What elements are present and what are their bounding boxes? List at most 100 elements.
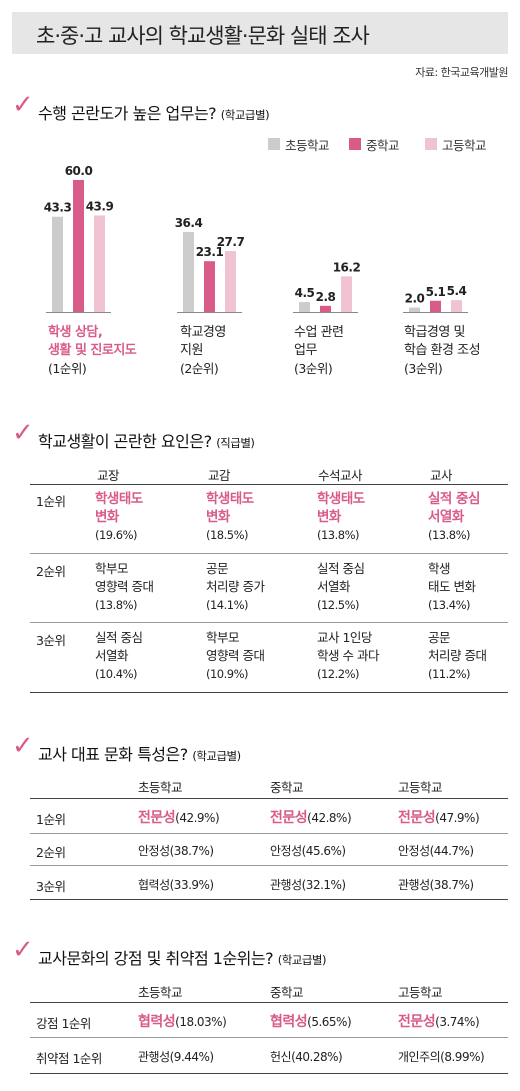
category-3-rank: (3순위) [294, 361, 333, 376]
s2-cell-1-2-l1: 학생태도 [206, 491, 254, 507]
bar-middle-2 [204, 261, 215, 312]
s3-cell-2-3-name: 안정성 [398, 844, 430, 858]
section1-title: 수행 곤란도가 높은 업무는? [38, 104, 217, 123]
s2-cell-2-3: 실적 중심 서열화 (12.5%) [317, 560, 365, 614]
s2-cell-2-1-pct: (13.8%) [95, 598, 138, 612]
s4-cell-2-3-pct: (8.99%) [440, 1050, 485, 1064]
section2-title: 학교생활이 곤란한 요인은? [38, 432, 212, 451]
s4-cell-1-1-pct: (18.03%) [175, 1015, 227, 1029]
s2-cell-3-3-pct: (12.2%) [317, 667, 360, 681]
value-label-elementary-4: 2.0 [405, 292, 425, 306]
s3-rank-1: 1순위 [36, 812, 66, 827]
s2-cell-2-4-pct: (13.4%) [428, 598, 471, 612]
s2-cell-2-1-l2: 영향력 증대 [95, 579, 154, 594]
s3-cell-3-3-name: 관행성 [398, 878, 430, 892]
s2-cell-2-1: 학부모 영향력 증대 (13.8%) [95, 560, 154, 614]
s2-header-vice-principal: 교감 [208, 468, 231, 483]
s2-row-divider [30, 622, 508, 623]
s4-header-middle: 중학교 [270, 985, 304, 1000]
section3-heading: 교사 대표 문화 특성은? (학교급별) [38, 741, 241, 765]
s2-header-divider [30, 484, 508, 485]
s2-bottom-divider [30, 692, 508, 693]
checkmark-icon: ✓ [12, 935, 34, 965]
s3-row-divider [30, 865, 508, 866]
s3-rank-3: 3순위 [36, 879, 66, 894]
s2-cell-1-3: 학생태도 변화 (13.8%) [317, 490, 365, 544]
s3-cell-1-3-name: 전문성 [398, 810, 436, 826]
s2-cell-2-2: 공문 처리량 증가 (14.1%) [206, 560, 265, 614]
s3-cell-3-1-pct: (33.9%) [169, 878, 214, 892]
s2-cell-2-4-l1: 학생 [428, 561, 451, 576]
source-note: 자료: 한국교육개발원 [415, 66, 508, 79]
s4-cell-1-3: 전문성(3.74%) [398, 1011, 480, 1031]
bar-elementary-1 [52, 216, 63, 312]
s2-cell-1-4-l2: 서열화 [428, 509, 464, 525]
s4-cell-1-3-pct: (3.74%) [435, 1015, 480, 1029]
category-label-3: 수업 관련 업무 (3순위) [294, 324, 344, 378]
s3-cell-1-1-name: 전문성 [138, 810, 176, 826]
value-label-high-4: 5.4 [447, 284, 467, 298]
s2-cell-3-2-l2: 영향력 증대 [206, 648, 265, 663]
s4-cell-2-3: 개인주의(8.99%) [398, 1048, 485, 1065]
value-label-middle-1: 60.0 [65, 164, 93, 178]
category-1-rank: (1순위) [48, 361, 87, 376]
s2-cell-2-4: 학생 태도 변화 (13.4%) [428, 560, 476, 614]
s2-cell-1-3-l2: 변화 [317, 509, 341, 525]
section4-subtitle: (학교급별) [277, 953, 327, 967]
legend-swatch-middle [349, 138, 361, 150]
section3-title: 교사 대표 문화 특성은? [38, 745, 188, 764]
bar-elementary-4 [409, 307, 420, 312]
category-1-line2: 생활 및 진로지도 [48, 343, 137, 358]
s2-rank-2: 2순위 [36, 564, 66, 579]
s3-bottom-divider [30, 899, 508, 900]
category-label-4: 학급경영 및 학습 환경 조성 (3순위) [404, 324, 481, 378]
title-bar [12, 12, 508, 54]
s4-cell-1-1: 협력성(18.03%) [138, 1011, 227, 1031]
s2-cell-3-1-l2: 서열화 [95, 648, 129, 663]
s3-cell-3-2-pct: (32.1%) [301, 878, 346, 892]
checkmark-icon: ✓ [12, 418, 34, 448]
s4-bottom-divider [30, 1073, 508, 1074]
section4-title: 교사문화의 강점 및 취약점 1순위는? [38, 949, 274, 968]
value-label-elementary-2: 36.4 [175, 216, 203, 230]
page-title: 초·중·고 교사의 학교생활·문화 실태 조사 [36, 24, 370, 48]
s3-cell-1-2: 전문성(42.8%) [270, 807, 352, 827]
value-label-high-3: 16.2 [333, 260, 361, 274]
category-3-line2: 업무 [294, 343, 317, 358]
s3-cell-2-3: 안정성(44.7%) [398, 842, 474, 859]
category-label-2: 학교경영 지원 (2순위) [180, 324, 226, 378]
category-4-rank: (3순위) [404, 361, 443, 376]
section1-subtitle: (학교급별) [220, 108, 270, 122]
s4-cell-2-1-name: 관행성 [138, 1050, 170, 1064]
s3-rank-2: 2순위 [36, 845, 66, 860]
s2-cell-3-4-pct: (11.2%) [428, 667, 471, 681]
s3-cell-1-2-pct: (42.8%) [307, 811, 352, 825]
value-label-middle-3: 2.8 [316, 290, 336, 304]
category-4-line1: 학급경영 및 [404, 325, 465, 340]
s2-cell-3-3: 교사 1인당 학생 수 과다 (12.2%) [317, 629, 379, 683]
bar-middle-1 [73, 180, 84, 312]
s2-cell-1-1-pct: (19.6%) [95, 528, 138, 542]
s3-row-divider [30, 833, 508, 834]
s4-cell-2-1: 관행성(9.44%) [138, 1048, 214, 1065]
s2-cell-1-4-l1: 실적 중심 [428, 491, 480, 507]
s3-header-middle: 중학교 [270, 780, 304, 795]
s2-cell-3-2-pct: (10.9%) [206, 667, 249, 681]
s2-cell-2-3-l2: 서열화 [317, 579, 351, 594]
section2-subtitle: (직급별) [216, 436, 255, 450]
s3-cell-1-3: 전문성(47.9%) [398, 807, 480, 827]
s2-cell-1-1: 학생태도 변화 (19.6%) [95, 490, 143, 544]
s2-header-principal: 교장 [97, 468, 120, 483]
bar-high-1 [94, 215, 105, 312]
s4-rank-1: 강점 1순위 [36, 1016, 91, 1031]
s2-cell-3-2-l1: 학부모 [206, 630, 240, 645]
legend-label-high: 고등학교 [442, 138, 487, 153]
s4-cell-1-2-name: 협력성 [270, 1014, 308, 1030]
s3-cell-1-3-pct: (47.9%) [435, 811, 480, 825]
value-label-middle-2: 23.1 [196, 245, 224, 259]
s4-cell-2-2: 헌신(40.28%) [270, 1048, 343, 1065]
s4-header-divider [30, 1002, 508, 1003]
s2-rank-1: 1순위 [36, 494, 66, 509]
value-label-high-1: 43.9 [86, 199, 114, 213]
s2-row-divider [30, 553, 508, 554]
